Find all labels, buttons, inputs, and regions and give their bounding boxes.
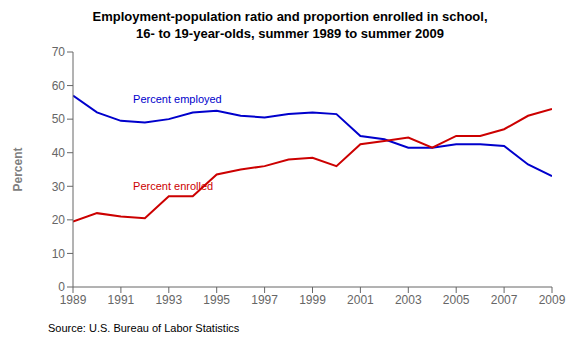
svg-text:0: 0 — [58, 280, 65, 294]
html-text:Employment-population ratio an: Employment-population ratio and proporti… — [92, 9, 488, 24]
svg-text:1997: 1997 — [251, 293, 278, 307]
html-text:Source: U.S. Bureau of Labor S: Source: U.S. Bureau of Labor Statistics — [48, 322, 240, 334]
svg-text:1995: 1995 — [203, 293, 230, 307]
svg-text:50: 50 — [52, 112, 66, 126]
svg-text:1989: 1989 — [60, 293, 87, 307]
svg-text:1993: 1993 — [155, 293, 182, 307]
svg-text:10: 10 — [52, 247, 66, 261]
svg-text:2005: 2005 — [443, 293, 470, 307]
svg-text:2003: 2003 — [395, 293, 422, 307]
svg-text:60: 60 — [52, 79, 66, 93]
svg-text:40: 40 — [52, 146, 66, 160]
svg-text:Percent employed: Percent employed — [133, 93, 222, 105]
svg-text:1999: 1999 — [299, 293, 326, 307]
svg-text:70: 70 — [52, 45, 66, 59]
svg-text:2001: 2001 — [347, 293, 374, 307]
svg-text:2009: 2009 — [539, 293, 566, 307]
svg-text:1991: 1991 — [108, 293, 135, 307]
svg-text:2007: 2007 — [491, 293, 518, 307]
svg-text:20: 20 — [52, 213, 66, 227]
svg-text:30: 30 — [52, 180, 66, 194]
svg-text:Percent: Percent — [11, 147, 25, 191]
html-text:16- to 19-year-olds, summer 19: 16- to 19-year-olds, summer 1989 to summ… — [136, 26, 444, 41]
svg-text:Percent enrolled: Percent enrolled — [133, 180, 213, 192]
